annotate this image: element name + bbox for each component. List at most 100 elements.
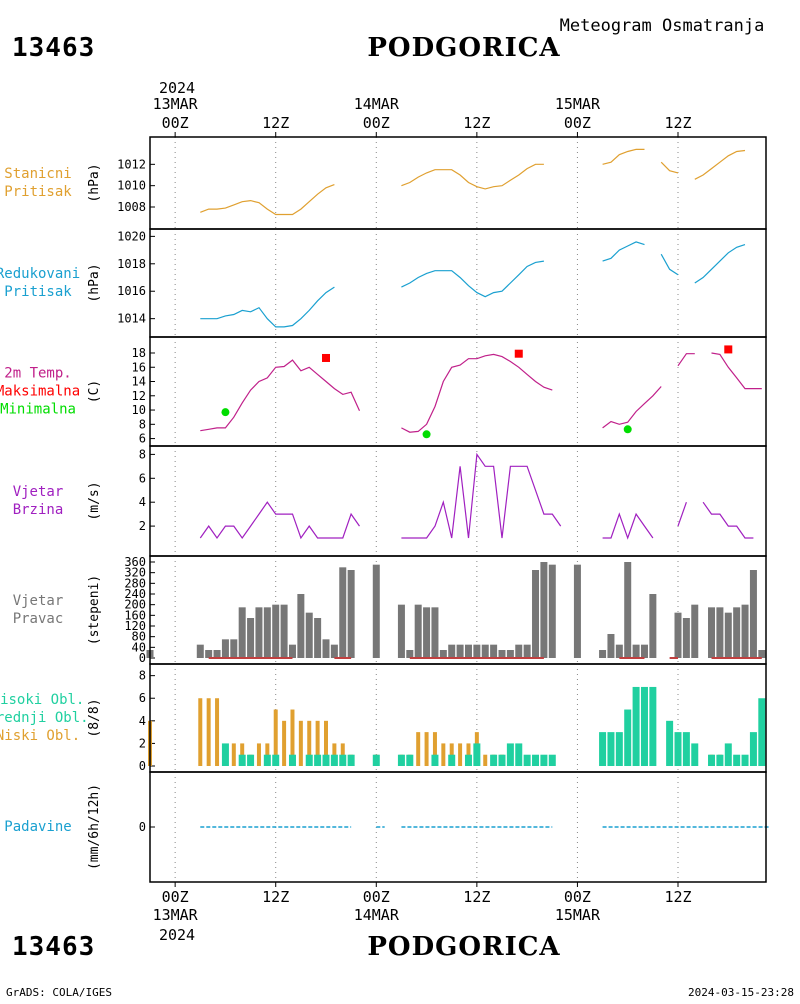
top-time-label: 12Z [262, 114, 289, 132]
series-line [694, 244, 746, 284]
direction-bar [481, 644, 489, 658]
y-axis-label: (hPa) [87, 263, 102, 302]
panel-label: Srednji Obl. [0, 710, 89, 726]
panel-station_pressure: 1008 1010 1012 (hPa) Stanicni Pritisak [4, 136, 767, 230]
panel-label: Minimalna [0, 402, 76, 418]
panel-label: Pravac [13, 611, 64, 627]
bottom-date-label: 13MAR [153, 906, 199, 924]
direction-bar [716, 607, 724, 658]
high-cloud-bar [733, 754, 741, 766]
panel-label: Padavine [4, 819, 71, 835]
direction-bar [674, 612, 682, 658]
series-line [602, 386, 662, 429]
y-axis-label: (hPa) [87, 163, 102, 202]
bottom-date-label: 15MAR [555, 906, 601, 924]
top-date-label: 14MAR [354, 95, 400, 113]
direction-bar [615, 644, 623, 658]
direction-bar [573, 564, 581, 658]
y-tick-label: 6 [139, 432, 146, 446]
panel-label: Niski Obl. [0, 728, 80, 744]
low-cloud-bar [315, 720, 320, 766]
y-axis-label: (8/8) [87, 698, 102, 737]
low-cloud-bar [290, 709, 295, 766]
panel-label: 2m Temp. [4, 366, 71, 382]
direction-bar [632, 644, 640, 658]
series-line [401, 163, 544, 190]
high-cloud-bar [473, 743, 481, 766]
direction-bar [749, 570, 757, 658]
direction-bar [414, 604, 422, 658]
direction-bar [205, 650, 213, 658]
y-tick-label: 8 [139, 417, 146, 431]
high-cloud-bar [238, 754, 246, 766]
panel-label: Visoki Obl. [0, 692, 84, 708]
high-cloud-bar [221, 743, 229, 766]
direction-bar [288, 644, 296, 658]
direction-bar [221, 639, 229, 658]
series-line [660, 161, 679, 174]
low-cloud-bar [483, 754, 488, 766]
high-cloud-bar [674, 732, 682, 766]
bottom-time-label: 00Z [162, 888, 189, 906]
high-cloud-bar [548, 754, 556, 766]
high-cloud-bar [339, 754, 347, 766]
low-cloud-bar [231, 743, 236, 766]
series-line [602, 148, 645, 165]
y-tick-label: 360 [124, 555, 146, 569]
bottom-date-label: 14MAR [354, 906, 400, 924]
direction-bar [456, 644, 464, 658]
max-temp-marker [514, 349, 523, 358]
y-tick-label: 160 [124, 608, 146, 622]
panel-wind_speed: 2 4 6 8 (m/s) Vjetar Brzina [13, 445, 767, 557]
high-cloud-bar [758, 698, 766, 766]
direction-bar [431, 607, 439, 658]
series-line [200, 359, 361, 432]
low-cloud-bar [424, 732, 429, 766]
direction-bar [339, 567, 347, 658]
direction-bar [230, 639, 238, 658]
y-tick-label: 1014 [117, 312, 146, 326]
series-line [200, 286, 335, 328]
high-cloud-bar [247, 754, 255, 766]
y-tick-label: 240 [124, 587, 146, 601]
direction-bar [423, 607, 431, 658]
y-tick-label: 40 [132, 640, 146, 654]
direction-bar [305, 612, 313, 658]
panel-frame [149, 336, 767, 447]
y-tick-label: 2 [139, 736, 146, 750]
direction-bar [272, 604, 280, 658]
series-line [401, 452, 562, 539]
direction-bar [682, 618, 690, 658]
y-tick-label: 1020 [117, 229, 146, 243]
direction-bar [397, 604, 405, 658]
high-cloud-bar [649, 686, 657, 766]
direction-bar [406, 650, 414, 658]
y-tick-label: 16 [132, 360, 146, 374]
direction-bar [540, 562, 548, 658]
direction-bar [255, 607, 263, 658]
top-time-label: 12Z [664, 114, 691, 132]
y-axis-label: (m/s) [87, 481, 102, 520]
direction-bar [347, 570, 355, 658]
max-temp-marker [724, 345, 733, 354]
high-cloud-bar [691, 743, 699, 766]
render-timestamp: 2024-03-15-23:28 [688, 986, 794, 999]
direction-bar [758, 650, 766, 658]
direction-bar [599, 650, 607, 658]
direction-bar [196, 644, 204, 658]
y-tick-label: 18 [132, 346, 146, 360]
direction-bar [280, 604, 288, 658]
panel-precipitation: 0 (mm/6h/12h) Padavine [4, 771, 771, 883]
direction-bar [532, 570, 540, 658]
high-cloud-bar [272, 754, 280, 766]
direction-bar [263, 607, 271, 658]
direction-bar [607, 634, 615, 658]
panel-label: Redukovani [0, 266, 80, 282]
bottom-time-label: 12Z [463, 888, 490, 906]
y-tick-label: 200 [124, 598, 146, 612]
y-tick-label: 10 [132, 403, 146, 417]
direction-bar [733, 607, 741, 658]
high-cloud-bar [397, 754, 405, 766]
top-date-label: 13MAR [153, 95, 199, 113]
series-line [660, 253, 679, 276]
